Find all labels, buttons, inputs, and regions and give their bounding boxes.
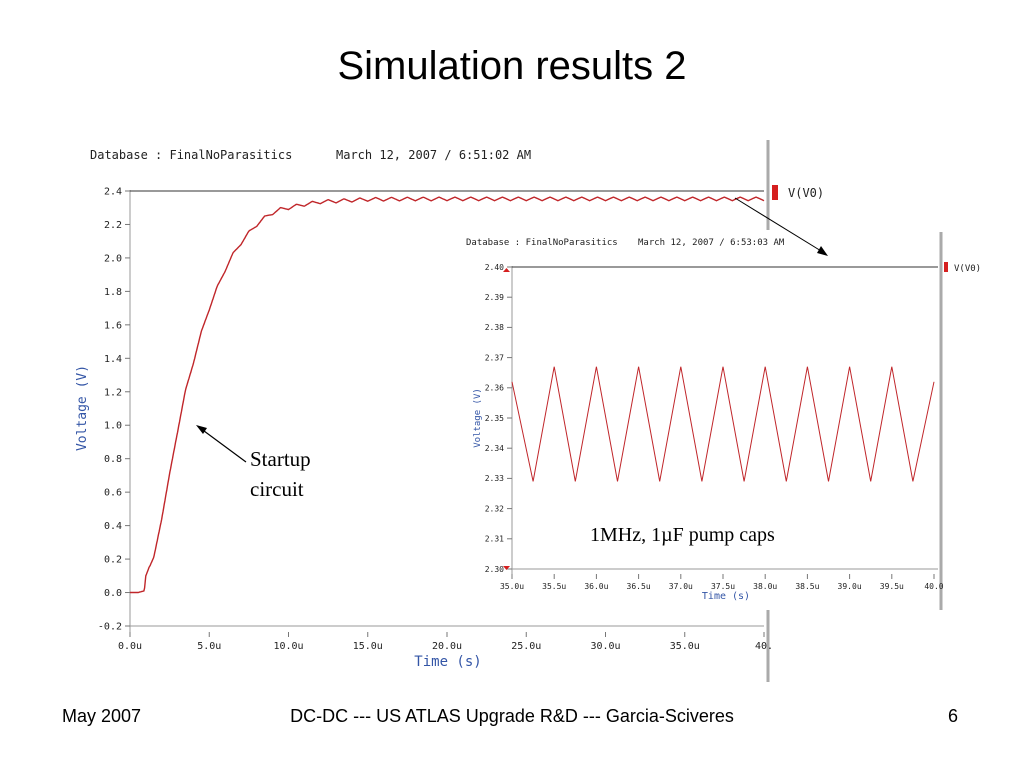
footer-date: May 2007 xyxy=(62,706,142,726)
main-legend-label: V(V0) xyxy=(788,186,824,200)
y-tick-label: 0.6 xyxy=(104,488,122,499)
inset-legend-label: V(V0) xyxy=(954,264,981,274)
x-tick-label: 5.0u xyxy=(197,641,221,652)
inset-database-label: Database : FinalNoParasitics xyxy=(466,238,618,248)
startup-arrow xyxy=(199,427,247,463)
footer-page-number: 6 xyxy=(948,706,959,726)
inset-y-ticks: 2.30 2.31 2.32 2.33 2.34 2.35 2.36 2.37 2.38 2.39… xyxy=(485,263,512,574)
inset-x-axis-label: Time (s) xyxy=(702,591,750,602)
y-tick-label: 1.0 xyxy=(104,421,122,432)
y-tick-label: 1.2 xyxy=(104,387,122,398)
x-tick-label: 36.0u xyxy=(584,582,608,591)
y-tick-label: 2.39 xyxy=(485,293,504,302)
inset-legend-marker xyxy=(944,262,948,272)
y-tick-label: 0.8 xyxy=(104,454,122,465)
y-tick-label: 2.4 xyxy=(104,187,122,198)
x-tick-label: 40.0 xyxy=(924,582,943,591)
x-tick-label: 10.0u xyxy=(273,641,303,652)
y-tick-label: 1.4 xyxy=(104,354,122,365)
x-tick-label: 39.0u xyxy=(838,582,862,591)
x-tick-label: 40. xyxy=(755,641,773,652)
main-x-ticks: 0.0u 5.0u 10.0u 15.0u 20.0u 25.0u 30.0u 35.0u 40… xyxy=(118,632,773,652)
y-tick-label: 2.34 xyxy=(485,444,504,453)
x-tick-label: 37.0u xyxy=(669,582,693,591)
y-tick-label: 2.37 xyxy=(485,353,504,362)
inset-scroll-down-icon[interactable] xyxy=(503,566,510,570)
startup-arrowhead xyxy=(196,425,207,434)
y-tick-label: 2.33 xyxy=(485,474,504,483)
x-tick-label: 37.5u xyxy=(711,582,735,591)
main-legend-marker xyxy=(772,185,778,200)
main-database-label: Database : FinalNoParasitics xyxy=(90,148,292,162)
pump-caps-annotation: 1MHz, 1µF pump caps xyxy=(590,524,775,546)
y-tick-label: 2.32 xyxy=(485,504,504,513)
zoom-arrowhead xyxy=(817,246,828,256)
y-tick-label: 2.40 xyxy=(485,263,504,272)
footer-title: DC-DC --- US ATLAS Upgrade R&D --- Garci… xyxy=(290,706,734,726)
startup-annotation: Startup circuit xyxy=(250,447,311,501)
y-tick-label: 0.0 xyxy=(104,588,122,599)
x-tick-label: 20.0u xyxy=(432,641,462,652)
y-tick-label: 1.6 xyxy=(104,320,122,331)
x-tick-label: 30.0u xyxy=(590,641,620,652)
x-tick-label: 15.0u xyxy=(353,641,383,652)
x-tick-label: 36.5u xyxy=(627,582,651,591)
y-tick-label: 0.4 xyxy=(104,521,122,532)
main-y-axis-label: Voltage (V) xyxy=(75,365,90,451)
y-tick-label: 2.31 xyxy=(485,535,504,544)
x-tick-label: 39.5u xyxy=(880,582,904,591)
main-series-line xyxy=(130,196,765,594)
inset-y-axis-label: Voltage (V) xyxy=(473,388,483,448)
main-y-ticks: -0.2 0.0 0.2 0.4 0.6 0.8 1.0 1.2 1.4 1.6 1.8 2.0 2.2… xyxy=(98,187,130,633)
inset-timestamp: March 12, 2007 / 6:53:03 AM xyxy=(638,238,785,248)
y-tick-label: 0.2 xyxy=(104,555,122,566)
x-tick-label: 25.0u xyxy=(511,641,541,652)
zoom-arrow xyxy=(734,197,827,255)
y-tick-label: 2.2 xyxy=(104,220,122,231)
y-tick-label: 2.36 xyxy=(485,384,504,393)
main-timestamp: March 12, 2007 / 6:51:02 AM xyxy=(336,148,531,162)
y-tick-label: 2.38 xyxy=(485,323,504,332)
inset-background xyxy=(458,230,940,610)
inset-scroll-up-icon[interactable] xyxy=(503,268,510,272)
y-tick-label: 2.35 xyxy=(485,414,504,423)
y-tick-label: 1.8 xyxy=(104,287,122,298)
y-tick-label: 2.0 xyxy=(104,253,122,264)
y-tick-label: 2.30 xyxy=(485,565,504,574)
x-tick-label: 0.0u xyxy=(118,641,142,652)
inset-x-ticks: 35.0u 35.5u 36.0u 36.5u 37.0u 37.5u 38.0u 38.5u… xyxy=(500,574,944,591)
inset-series-line xyxy=(511,366,935,482)
x-tick-label: 38.5u xyxy=(795,582,819,591)
x-tick-label: 38.0u xyxy=(753,582,777,591)
x-tick-label: 35.5u xyxy=(542,582,566,591)
main-x-axis-label: Time (s) xyxy=(414,654,481,670)
x-tick-label: 35.0u xyxy=(500,582,524,591)
x-tick-label: 35.0u xyxy=(670,641,700,652)
y-tick-label: -0.2 xyxy=(98,622,122,633)
slide-title: Simulation results 2 xyxy=(337,44,687,88)
